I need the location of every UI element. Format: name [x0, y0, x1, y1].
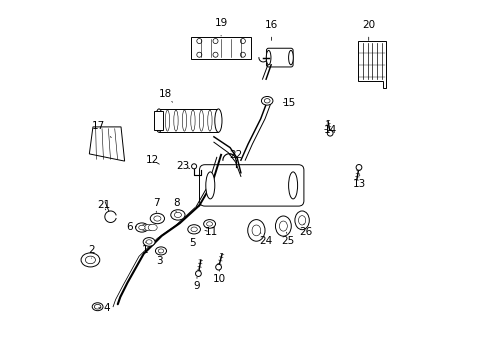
Text: 7: 7 — [153, 198, 159, 212]
Text: 8: 8 — [172, 198, 179, 212]
Text: 2: 2 — [88, 245, 95, 258]
Ellipse shape — [174, 212, 181, 217]
Ellipse shape — [173, 110, 178, 131]
Circle shape — [196, 39, 202, 44]
Ellipse shape — [155, 247, 166, 255]
FancyBboxPatch shape — [199, 165, 303, 206]
Text: 22: 22 — [228, 150, 242, 160]
Ellipse shape — [203, 220, 215, 228]
Ellipse shape — [214, 109, 222, 132]
Circle shape — [196, 52, 202, 57]
Ellipse shape — [143, 238, 155, 246]
Circle shape — [215, 264, 221, 270]
Circle shape — [195, 271, 201, 276]
Ellipse shape — [279, 221, 287, 231]
Text: 26: 26 — [299, 224, 312, 237]
Ellipse shape — [158, 249, 163, 253]
Text: 24: 24 — [259, 233, 272, 246]
Ellipse shape — [190, 227, 197, 231]
Ellipse shape — [182, 110, 186, 131]
Ellipse shape — [205, 172, 214, 199]
Text: 4: 4 — [99, 303, 110, 313]
Ellipse shape — [165, 110, 169, 131]
Ellipse shape — [92, 303, 103, 311]
Text: 10: 10 — [212, 270, 225, 284]
Text: 19: 19 — [214, 18, 227, 36]
Ellipse shape — [294, 211, 309, 230]
Ellipse shape — [170, 210, 184, 220]
Ellipse shape — [207, 110, 212, 131]
Bar — [191, 37, 250, 59]
Text: 18: 18 — [158, 89, 172, 102]
Text: 9: 9 — [193, 277, 200, 291]
Text: 17: 17 — [92, 121, 111, 138]
Ellipse shape — [85, 256, 95, 264]
Ellipse shape — [154, 216, 161, 221]
Ellipse shape — [81, 253, 100, 267]
Ellipse shape — [150, 213, 164, 224]
Ellipse shape — [135, 223, 148, 232]
Circle shape — [326, 130, 332, 136]
Text: 14: 14 — [324, 125, 337, 135]
Circle shape — [213, 52, 218, 57]
Text: 5: 5 — [188, 238, 195, 248]
Text: 12: 12 — [146, 155, 159, 165]
Ellipse shape — [247, 220, 264, 241]
Ellipse shape — [266, 50, 270, 65]
Ellipse shape — [187, 225, 200, 234]
Bar — [153, 111, 163, 130]
Ellipse shape — [148, 224, 157, 231]
Circle shape — [240, 39, 245, 44]
FancyBboxPatch shape — [266, 48, 292, 67]
Circle shape — [355, 165, 361, 170]
Circle shape — [240, 52, 245, 57]
Text: 25: 25 — [281, 232, 294, 246]
Text: 3: 3 — [156, 253, 163, 266]
Polygon shape — [89, 127, 124, 161]
Ellipse shape — [144, 224, 153, 231]
Circle shape — [191, 164, 196, 169]
Ellipse shape — [139, 225, 145, 230]
Ellipse shape — [146, 240, 152, 244]
Text: 23: 23 — [176, 161, 189, 171]
Ellipse shape — [251, 225, 260, 236]
Text: 6: 6 — [126, 222, 136, 232]
Text: 15: 15 — [282, 98, 296, 108]
Ellipse shape — [288, 50, 293, 65]
Ellipse shape — [155, 109, 163, 132]
Polygon shape — [358, 41, 386, 88]
Ellipse shape — [141, 224, 150, 231]
Text: 11: 11 — [204, 227, 218, 237]
Ellipse shape — [264, 99, 269, 103]
Ellipse shape — [94, 305, 101, 309]
Text: 1: 1 — [142, 242, 148, 255]
Text: 21: 21 — [97, 200, 110, 210]
Ellipse shape — [206, 222, 212, 226]
Text: 20: 20 — [362, 20, 374, 40]
Ellipse shape — [190, 110, 195, 131]
Text: 13: 13 — [352, 175, 366, 189]
Text: 16: 16 — [264, 20, 278, 40]
Ellipse shape — [275, 216, 291, 236]
Ellipse shape — [298, 216, 305, 225]
Ellipse shape — [199, 110, 203, 131]
Ellipse shape — [261, 96, 272, 105]
Ellipse shape — [288, 172, 297, 199]
Circle shape — [213, 39, 218, 44]
